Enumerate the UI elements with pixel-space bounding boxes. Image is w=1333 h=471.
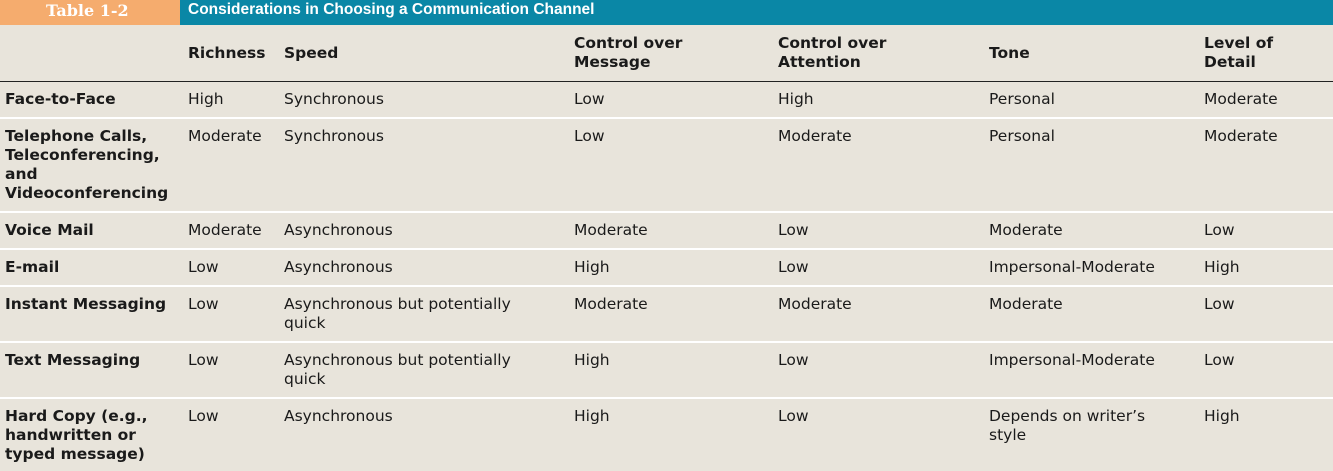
- table-cell: High: [574, 257, 610, 276]
- table-cell: High: [1204, 257, 1240, 276]
- column-header-channel: [0, 25, 188, 82]
- table-row: Text Messaging Low Asynchronous but pote…: [0, 341, 1333, 398]
- table-cell: Low: [778, 220, 809, 239]
- table-cell: Low: [574, 126, 605, 145]
- row-header-cell: E-mail: [5, 257, 60, 276]
- table-cell: High: [574, 406, 610, 425]
- table-caption: Considerations in Choosing a Communicati…: [180, 0, 1333, 25]
- table-cell: Low: [778, 406, 809, 425]
- column-header-level-of-detail: Level of Detail: [1204, 25, 1333, 82]
- communication-channel-table: Richness Speed Control over Message Cont…: [0, 25, 1333, 471]
- column-header-richness: Richness: [188, 25, 284, 82]
- table-cell: Moderate: [1204, 89, 1278, 108]
- table-cell: Moderate: [188, 126, 262, 145]
- table-cell: Low: [188, 350, 219, 369]
- table-cell: Depends on writer’s style: [989, 406, 1146, 444]
- table-cell: Asynchronous: [284, 257, 393, 276]
- table-number-label: Table 1-2: [0, 0, 180, 25]
- row-header-cell: Text Messaging: [5, 350, 141, 369]
- table-cell: Low: [1204, 220, 1235, 239]
- table-cell: Asynchronous: [284, 220, 393, 239]
- table-cell: Moderate: [778, 126, 852, 145]
- table-row: Telephone Calls, Teleconferencing, and V…: [0, 117, 1333, 212]
- table-cell: Moderate: [778, 294, 852, 313]
- column-header-control-message: Control over Message: [574, 25, 778, 82]
- table-header-row: Richness Speed Control over Message Cont…: [0, 25, 1333, 82]
- table-cell: High: [1204, 406, 1240, 425]
- table-cell: Low: [778, 350, 809, 369]
- table-cell: Moderate: [989, 294, 1063, 313]
- table-cell: Personal: [989, 126, 1055, 145]
- table-cell: Moderate: [574, 294, 648, 313]
- table-row: Voice Mail Moderate Asynchronous Moderat…: [0, 211, 1333, 249]
- row-header-cell: Voice Mail: [5, 220, 94, 239]
- table-cell: Asynchronous but potentially quick: [284, 294, 511, 332]
- column-header-speed: Speed: [284, 25, 574, 82]
- table-cell: Impersonal-Moderate: [989, 350, 1155, 369]
- table-cell: High: [574, 350, 610, 369]
- table-cell: Moderate: [989, 220, 1063, 239]
- table-cell: Low: [188, 294, 219, 313]
- table-cell: Low: [188, 406, 219, 425]
- row-header-cell: Telephone Calls, Teleconferencing, and V…: [5, 126, 169, 202]
- column-header-tone: Tone: [989, 25, 1204, 82]
- table-cell: Moderate: [188, 220, 262, 239]
- table-cell: Synchronous: [284, 126, 384, 145]
- column-header-control-attention: Control over Attention: [778, 25, 989, 82]
- row-header-cell: Instant Messaging: [5, 294, 167, 313]
- table-cell: Low: [188, 257, 219, 276]
- table-cell: Synchronous: [284, 89, 384, 108]
- table-cell: Low: [778, 257, 809, 276]
- table-cell: Impersonal-Moderate: [989, 257, 1155, 276]
- table-row: Hard Copy (e.g., handwritten or typed me…: [0, 397, 1333, 471]
- table-title-bar: Table 1-2 Considerations in Choosing a C…: [0, 0, 1333, 25]
- table-cell: Asynchronous: [284, 406, 393, 425]
- row-header-cell: Hard Copy (e.g., handwritten or typed me…: [5, 406, 148, 463]
- table-cell: High: [778, 89, 814, 108]
- table-cell: Low: [1204, 350, 1235, 369]
- table-row: Face-to-Face High Synchronous Low High P…: [0, 81, 1333, 118]
- table-cell: High: [188, 89, 224, 108]
- table-cell: Moderate: [1204, 126, 1278, 145]
- table-row: E-mail Low Asynchronous High Low Imperso…: [0, 248, 1333, 286]
- table-cell: Low: [1204, 294, 1235, 313]
- table-cell: Asynchronous but potentially quick: [284, 350, 511, 388]
- table-row: Instant Messaging Low Asynchronous but p…: [0, 285, 1333, 342]
- table-cell: Moderate: [574, 220, 648, 239]
- table-cell: Personal: [989, 89, 1055, 108]
- row-header-cell: Face-to-Face: [5, 89, 116, 108]
- table-cell: Low: [574, 89, 605, 108]
